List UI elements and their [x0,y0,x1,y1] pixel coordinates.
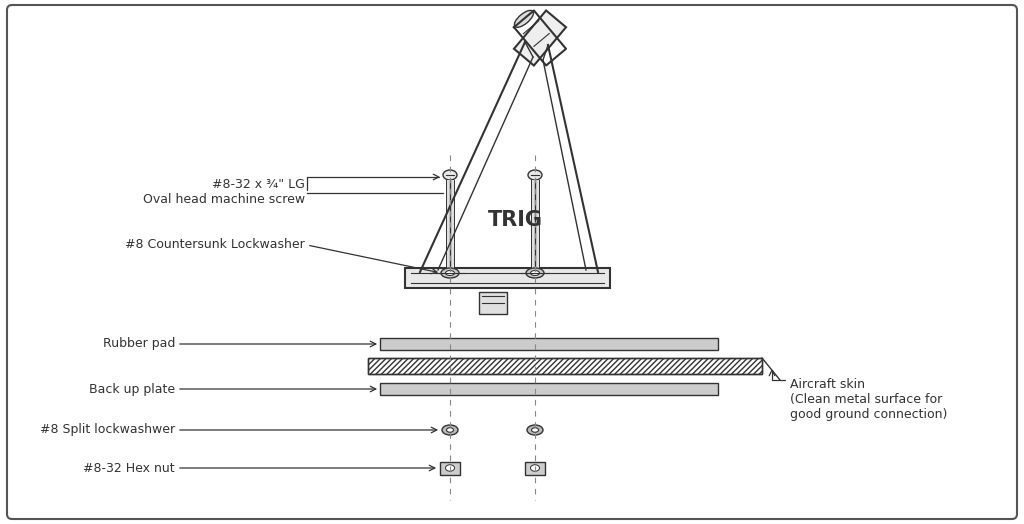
Text: TRIG: TRIG [487,210,543,230]
Bar [368,358,762,374]
Ellipse shape [528,170,542,180]
Ellipse shape [443,170,457,180]
FancyBboxPatch shape [7,5,1017,519]
Bar [406,268,610,288]
Bar [478,292,507,314]
Ellipse shape [446,428,454,432]
Ellipse shape [531,428,539,432]
Bar [525,462,545,475]
Ellipse shape [526,268,544,278]
Text: Back up plate: Back up plate [89,383,175,396]
Text: #8 Split lockwashwer: #8 Split lockwashwer [40,423,175,436]
Ellipse shape [527,425,543,435]
Bar [380,383,718,395]
Bar [440,462,460,475]
Ellipse shape [530,270,540,276]
Bar [368,358,762,374]
Bar [531,180,539,268]
Bar [514,10,566,66]
Bar [446,180,454,268]
Ellipse shape [445,465,455,471]
Text: #8-32 Hex nut: #8-32 Hex nut [83,462,175,475]
Ellipse shape [445,270,455,276]
Text: #8-32 x ¾" LG
Oval head machine screw: #8-32 x ¾" LG Oval head machine screw [143,178,305,206]
Text: Aircraft skin
(Clean metal surface for
good ground connection): Aircraft skin (Clean metal surface for g… [790,378,947,421]
Bar [380,338,718,350]
Ellipse shape [442,425,458,435]
Ellipse shape [441,268,459,278]
Ellipse shape [514,10,534,27]
Text: #8 Countersunk Lockwasher: #8 Countersunk Lockwasher [125,238,305,252]
Text: Rubber pad: Rubber pad [102,337,175,351]
Ellipse shape [530,465,540,471]
